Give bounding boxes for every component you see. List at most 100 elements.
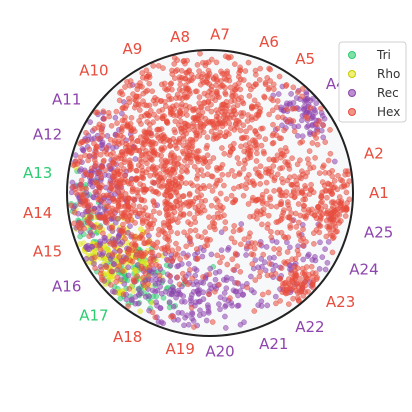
data-point-hex xyxy=(224,261,231,268)
data-point-hex xyxy=(283,106,290,113)
data-point-hex xyxy=(152,314,159,321)
data-point-hex xyxy=(155,190,162,197)
data-point-hex xyxy=(242,68,249,74)
data-point-rec xyxy=(272,262,279,269)
data-point-rec xyxy=(185,261,192,267)
data-point-rec xyxy=(287,100,293,106)
data-point-hex xyxy=(276,135,283,141)
data-point-hex xyxy=(266,111,272,118)
data-point-hex xyxy=(151,208,157,215)
data-point-hex xyxy=(199,109,206,116)
data-point-hex xyxy=(208,108,215,115)
data-point-hex xyxy=(131,197,137,203)
data-point-rec xyxy=(77,168,83,174)
data-point-hex xyxy=(195,148,202,154)
data-point-rec xyxy=(248,287,255,293)
data-point-hex xyxy=(323,233,330,240)
data-point-hex xyxy=(270,81,277,88)
data-point-hex xyxy=(286,162,292,169)
data-point-hex xyxy=(222,219,229,225)
data-point-rec xyxy=(233,288,240,295)
data-point-hex xyxy=(277,275,283,282)
data-point-hex xyxy=(130,276,137,283)
data-point-hex xyxy=(231,185,237,192)
data-point-hex xyxy=(183,167,190,174)
data-point-hex xyxy=(299,168,305,174)
data-point-hex xyxy=(306,148,313,154)
data-point-hex xyxy=(156,108,162,114)
legend: Tri Rho Rec Hex xyxy=(338,41,407,123)
data-point-hex xyxy=(188,304,195,311)
data-point-rec xyxy=(175,317,181,323)
data-point-hex xyxy=(281,152,287,159)
data-point-hex xyxy=(146,80,153,87)
data-point-hex xyxy=(130,202,137,208)
data-point-hex xyxy=(153,244,159,250)
data-point-hex xyxy=(342,213,349,219)
data-point-hex xyxy=(227,84,234,91)
data-point-rec xyxy=(310,113,316,120)
data-point-rec xyxy=(255,302,262,308)
data-point-hex xyxy=(165,220,171,227)
data-point-hex xyxy=(206,183,213,189)
data-point-hex xyxy=(81,225,87,232)
data-point-hex xyxy=(311,240,317,247)
data-point-hex xyxy=(187,180,194,186)
data-point-rec xyxy=(207,281,213,288)
data-point-rec xyxy=(125,272,132,279)
data-point-hex xyxy=(180,58,187,65)
data-point-hex xyxy=(294,181,300,188)
data-point-hex xyxy=(129,186,136,193)
legend-marker-hex xyxy=(348,108,356,116)
data-point-hex xyxy=(219,145,225,151)
data-point-hex xyxy=(185,85,191,92)
data-point-hex xyxy=(246,82,252,88)
data-point-hex xyxy=(133,147,139,153)
anchor-label-a15: A15 xyxy=(33,243,62,261)
data-point-rec xyxy=(266,255,273,261)
data-point-hex xyxy=(290,84,297,91)
data-point-rec xyxy=(123,296,130,303)
data-point-hex xyxy=(174,230,181,236)
data-point-hex xyxy=(265,221,271,228)
data-point-hex xyxy=(291,128,298,135)
data-point-hex xyxy=(247,243,254,250)
data-point-hex xyxy=(113,108,120,115)
data-point-hex xyxy=(309,140,316,146)
data-point-hex xyxy=(137,181,143,187)
data-point-hex xyxy=(194,175,200,182)
data-point-hex xyxy=(335,172,341,179)
data-point-hex xyxy=(172,118,179,124)
data-point-rec xyxy=(128,296,135,303)
data-point-hex xyxy=(274,104,280,110)
data-point-hex xyxy=(253,158,260,164)
legend-label-rec: Rec xyxy=(377,86,399,100)
data-point-hex xyxy=(275,114,281,120)
data-point-hex xyxy=(72,209,78,216)
data-point-hex xyxy=(252,166,259,172)
data-point-hex xyxy=(176,86,183,93)
data-point-hex xyxy=(71,220,77,227)
legend-label-rho: Rho xyxy=(377,67,400,81)
data-point-hex xyxy=(203,78,210,85)
data-point-hex xyxy=(247,124,253,131)
data-point-hex xyxy=(83,138,90,144)
data-point-hex xyxy=(163,87,170,93)
data-point-hex xyxy=(163,159,169,166)
data-point-hex xyxy=(296,219,302,226)
data-point-hex xyxy=(108,268,115,275)
data-point-rec xyxy=(305,251,312,258)
data-point-hex xyxy=(100,158,107,165)
data-point-hex xyxy=(171,61,177,67)
data-point-hex xyxy=(113,180,119,187)
data-point-hex xyxy=(221,212,227,219)
data-point-hex xyxy=(150,63,156,69)
data-point-hex xyxy=(132,233,138,240)
data-point-hex xyxy=(172,251,179,257)
data-point-hex xyxy=(280,179,286,186)
data-point-hex xyxy=(257,163,264,169)
data-point-hex xyxy=(271,86,277,92)
legend-marker-tri xyxy=(348,51,356,59)
data-point-hex xyxy=(263,169,269,176)
data-point-rec xyxy=(145,286,151,292)
